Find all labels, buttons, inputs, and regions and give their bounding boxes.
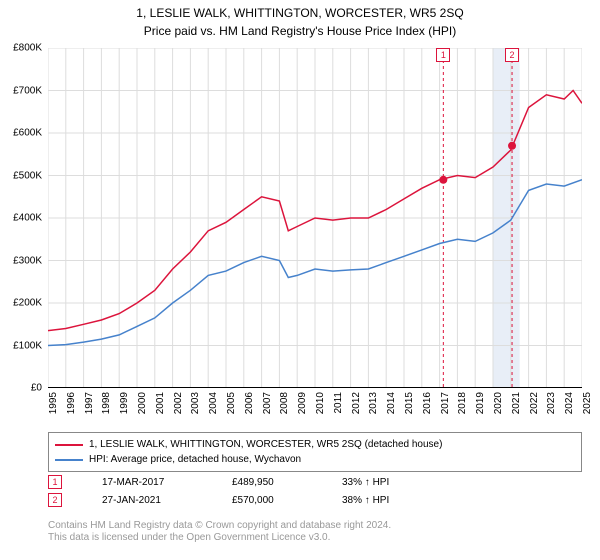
x-tick-label: 2020 [493, 392, 504, 414]
x-tick-label: 2024 [564, 392, 575, 414]
events-table: 1 17-MAR-2017 £489,950 33% ↑ HPI 2 27-JA… [48, 475, 582, 511]
event-date: 17-MAR-2017 [102, 477, 192, 488]
legend-label: 1, LESLIE WALK, WHITTINGTON, WORCESTER, … [89, 437, 442, 452]
x-tick-label: 2007 [262, 392, 273, 414]
x-tick-label: 2011 [333, 392, 344, 414]
x-tick-label: 2023 [546, 392, 557, 414]
x-tick-label: 2004 [208, 392, 219, 414]
chart-event-marker: 1 [436, 48, 450, 62]
copyright-line1: Contains HM Land Registry data © Crown c… [48, 520, 582, 532]
y-tick-label: £0 [31, 383, 42, 394]
x-tick-label: 2006 [244, 392, 255, 414]
x-tick-label: 2009 [297, 392, 308, 414]
event-date: 27-JAN-2021 [102, 495, 192, 506]
x-tick-label: 2018 [457, 392, 468, 414]
event-number: 1 [52, 477, 57, 487]
event-number: 2 [52, 495, 57, 505]
copyright-line2: This data is licensed under the Open Gov… [48, 532, 582, 544]
copyright-text: Contains HM Land Registry data © Crown c… [48, 520, 582, 544]
x-tick-label: 2005 [226, 392, 237, 414]
chart-title: 1, LESLIE WALK, WHITTINGTON, WORCESTER, … [0, 0, 600, 20]
event-pct: 38% ↑ HPI [342, 495, 432, 506]
event-price: £570,000 [232, 495, 302, 506]
y-axis-labels: £0£100K£200K£300K£400K£500K£600K£700K£80… [2, 48, 46, 388]
y-tick-label: £500K [13, 170, 42, 181]
x-tick-label: 1997 [84, 392, 95, 414]
legend-item: HPI: Average price, detached house, Wych… [55, 452, 575, 467]
x-tick-label: 2002 [173, 392, 184, 414]
x-tick-label: 2015 [404, 392, 415, 414]
x-tick-label: 2019 [475, 392, 486, 414]
y-tick-label: £300K [13, 255, 42, 266]
x-tick-label: 1999 [119, 392, 130, 414]
legend-box: 1, LESLIE WALK, WHITTINGTON, WORCESTER, … [48, 432, 582, 472]
event-marker-box: 1 [48, 475, 62, 489]
x-tick-label: 1996 [66, 392, 77, 414]
y-tick-label: £100K [13, 340, 42, 351]
x-tick-label: 2022 [529, 392, 540, 414]
x-tick-label: 1998 [101, 392, 112, 414]
x-tick-label: 2017 [440, 392, 451, 414]
x-tick-label: 2001 [155, 392, 166, 414]
x-tick-label: 2021 [511, 392, 522, 414]
chart-event-marker: 2 [505, 48, 519, 62]
y-tick-label: £700K [13, 85, 42, 96]
x-tick-label: 2010 [315, 392, 326, 414]
legend-swatch [55, 459, 83, 461]
y-tick-label: £800K [13, 43, 42, 54]
x-tick-label: 2014 [386, 392, 397, 414]
event-pct: 33% ↑ HPI [342, 477, 432, 488]
legend-item: 1, LESLIE WALK, WHITTINGTON, WORCESTER, … [55, 437, 575, 452]
legend-swatch [55, 444, 83, 446]
event-marker-box: 2 [48, 493, 62, 507]
x-tick-label: 2013 [368, 392, 379, 414]
y-tick-label: £600K [13, 128, 42, 139]
x-tick-label: 1995 [48, 392, 59, 414]
legend-label: HPI: Average price, detached house, Wych… [89, 452, 301, 467]
x-tick-label: 2012 [351, 392, 362, 414]
x-tick-label: 2000 [137, 392, 148, 414]
chart-svg [48, 48, 582, 388]
event-row: 2 27-JAN-2021 £570,000 38% ↑ HPI [48, 493, 582, 507]
x-tick-label: 2008 [279, 392, 290, 414]
y-tick-label: £200K [13, 298, 42, 309]
x-tick-label: 2016 [422, 392, 433, 414]
chart-plot-area [48, 48, 582, 388]
x-tick-label: 2003 [190, 392, 201, 414]
y-tick-label: £400K [13, 213, 42, 224]
x-tick-label: 2025 [582, 392, 593, 414]
chart-subtitle: Price paid vs. HM Land Registry's House … [0, 20, 600, 44]
event-price: £489,950 [232, 477, 302, 488]
event-row: 1 17-MAR-2017 £489,950 33% ↑ HPI [48, 475, 582, 489]
